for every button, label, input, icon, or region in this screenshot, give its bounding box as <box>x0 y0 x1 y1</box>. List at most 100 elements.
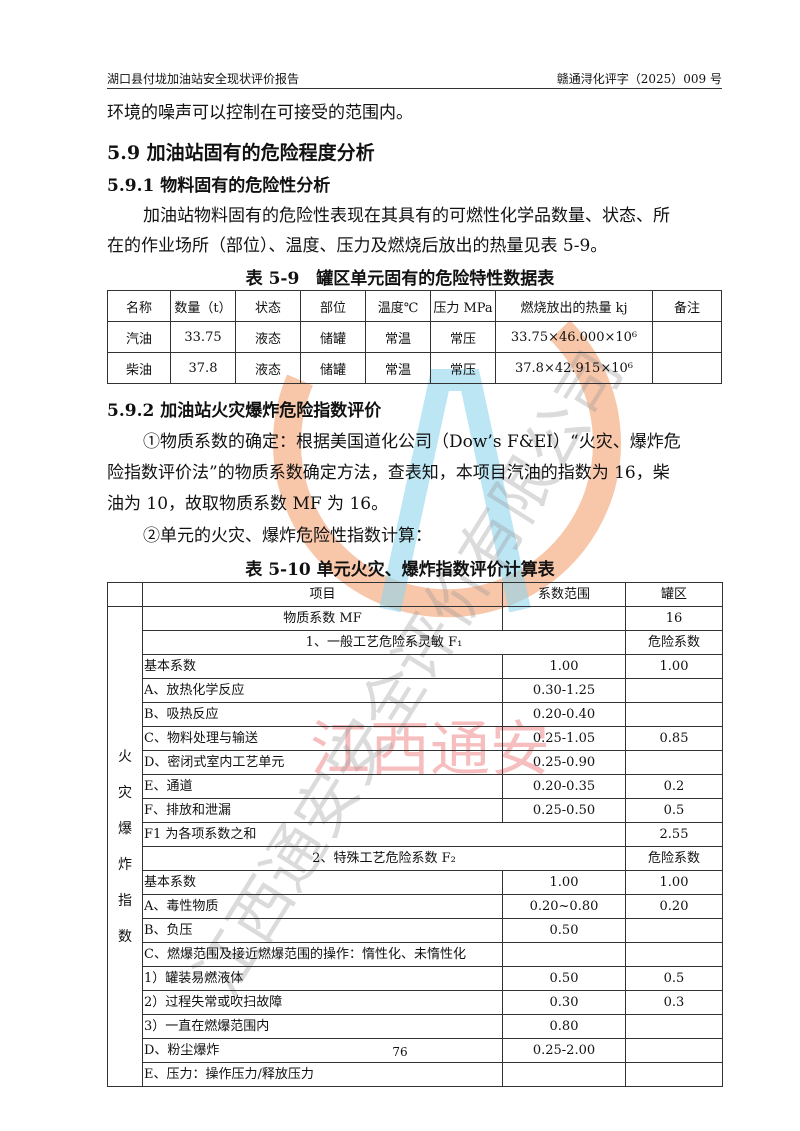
cell: 危险系数 <box>625 846 723 871</box>
table-row: B、吸热反应 0.20-0.40 <box>108 702 723 727</box>
section-heading-5-9-2: 5.9.2 加油站火灾爆炸危险指数评价 <box>107 401 382 421</box>
cell <box>625 678 723 703</box>
section-heading-5-9-1: 5.9.1 物料固有的危险性分析 <box>107 176 331 196</box>
cell: 33.75×46.000×10⁶ <box>495 321 653 353</box>
section-title: 1、一般工艺危险系灵敏 F₁ <box>142 630 626 655</box>
paragraph: 加油站物料固有的危险性表现在其具有的可燃性化学品数量、状态、所 <box>143 206 670 226</box>
cell: 0.20~0.80 <box>502 894 626 919</box>
table-row: A、放热化学反应 0.30-1.25 <box>108 678 723 703</box>
cell: 0.30-1.25 <box>502 678 626 703</box>
cell: 1.00 <box>502 654 626 679</box>
cell: 常压 <box>430 352 496 384</box>
paragraph: 环境的噪声可以控制在可接受的范围内。 <box>107 103 413 123</box>
cell: 0.5 <box>625 966 723 991</box>
cell: 物质系数 MF <box>142 606 503 631</box>
header-cell: 备注 <box>652 290 722 322</box>
cell: 0.50 <box>502 918 626 943</box>
cell: F1 为各项系数之和 <box>142 822 626 847</box>
cell: 1.00 <box>625 654 723 679</box>
table-row: 火灾爆炸指数物质系数 MF 16 <box>107 606 723 1087</box>
cell: D、密闭式室内工艺单元 <box>142 750 503 775</box>
table-row: D、密闭式室内工艺单元 0.25-0.90 <box>108 750 723 775</box>
table-5-9: 名称 数量（t） 状态 部位 温度℃ 压力 MPa 燃烧放出的热量 kj 备注 … <box>107 290 722 384</box>
cell: 液态 <box>235 321 301 353</box>
cell <box>625 942 723 967</box>
cell <box>502 1062 626 1087</box>
cell: B、吸热反应 <box>142 702 503 727</box>
table-row: F1 为各项系数之和 2.55 <box>108 822 723 847</box>
table-row: B、负压 0.50 <box>108 918 723 943</box>
table-row: C、燃爆范围及接近燃爆范围的操作：惰性化、未惰性化 <box>108 942 723 967</box>
cell: 33.75 <box>170 321 236 353</box>
table-caption: 表 5-9 罐区单元固有的危险特性数据表 <box>245 269 555 289</box>
header-cell: 燃烧放出的热量 kj <box>495 290 653 322</box>
cell: 柴油 <box>107 352 171 384</box>
header-cell: 数量（t） <box>170 290 236 322</box>
header-cell: 状态 <box>235 290 301 322</box>
cell: C、物料处理与输送 <box>142 726 503 751</box>
table-caption: 表 5-10 单元火灾、爆炸指数评价计算表 <box>245 560 555 580</box>
table-row: 1）罐装易燃液体 0.50 0.5 <box>108 966 723 991</box>
cell: 常压 <box>430 321 496 353</box>
cell <box>652 321 722 353</box>
cell <box>625 918 723 943</box>
cell <box>625 1038 723 1063</box>
cell <box>652 352 722 384</box>
cell: C、燃爆范围及接近燃爆范围的操作：惰性化、未惰性化 <box>142 942 503 967</box>
table-row: A、毒性物质 0.20~0.80 0.20 <box>108 894 723 919</box>
section-row: 2、特殊工艺危险系数 F₂ 危险系数 <box>108 846 723 871</box>
cell: B、负压 <box>142 918 503 943</box>
table-row: F、排放和泄漏 0.25-0.50 0.5 <box>108 798 723 823</box>
cell: 0.50 <box>502 966 626 991</box>
header-doc-number: 赣通浔化评字（2025）009 号 <box>556 72 722 86</box>
cell: 1.00 <box>502 870 626 895</box>
cell: 0.25-0.50 <box>502 798 626 823</box>
table-row: 基本系数 1.00 1.00 <box>108 870 723 895</box>
table-row: D、粉尘爆炸 0.25-2.00 <box>108 1038 723 1063</box>
table-row: E、通道 0.20-0.35 0.2 <box>108 774 723 799</box>
paragraph: 险指数评价法”的物质系数确定方法，查表知，本项目汽油的指数为 16，柴 <box>107 463 670 483</box>
cell: F、排放和泄漏 <box>142 798 503 823</box>
side-label: 火灾爆炸指数 <box>107 606 143 1087</box>
header-cell: 部位 <box>300 290 366 322</box>
paragraph: ①物质系数的确定：根据美国道化公司（Dow’s F&EI）“火灾、爆炸危 <box>143 432 681 452</box>
cell <box>502 942 626 967</box>
cell: 储罐 <box>300 352 366 384</box>
cell: 37.8 <box>170 352 236 384</box>
header-cell: 温度℃ <box>365 290 431 322</box>
paragraph: 油为 10，故取物质系数 MF 为 16。 <box>107 494 389 514</box>
cell: 16 <box>625 606 723 631</box>
cell: 0.30 <box>502 990 626 1015</box>
page-header: 湖口县付垅加油站安全现状评价报告 赣通浔化评字（2025）009 号 <box>107 68 722 89</box>
cell <box>625 702 723 727</box>
table-5-10: 项目 系数范围 罐区火灾爆炸指数物质系数 MF 16 1、一般工艺危险系灵敏 F₁ 危险系… <box>107 582 723 1087</box>
table-row: E、压力：操作压力/释放压力 <box>108 1062 723 1087</box>
cell: 基本系数 <box>142 870 503 895</box>
cell: E、通道 <box>142 774 503 799</box>
page-number: 76 <box>392 1045 408 1059</box>
table-row: 柴油 37.8 液态 储罐 常温 常压 37.8×42.915×10⁶ <box>107 352 722 384</box>
cell: D、粉尘爆炸 <box>142 1038 503 1063</box>
cell: 1.00 <box>625 870 723 895</box>
header-title: 湖口县付垅加油站安全现状评价报告 <box>107 72 300 86</box>
cell: 0.25-1.05 <box>502 726 626 751</box>
empty-cell <box>107 582 143 607</box>
paragraph: ②单元的火灾、爆炸危险性指数计算： <box>143 526 432 546</box>
cell: 常温 <box>365 352 431 384</box>
section-title: 2、特殊工艺危险系数 F₂ <box>142 846 626 871</box>
cell: A、放热化学反应 <box>142 678 503 703</box>
paragraph: 在的作业场所（部位）、温度、压力及燃烧后放出的热量见表 5-9。 <box>107 236 608 256</box>
cell: 基本系数 <box>142 654 503 679</box>
cell: 3）一直在燃爆范围内 <box>142 1014 503 1039</box>
cell: 储罐 <box>300 321 366 353</box>
table-row: 2）过程失常或吹扫故障 0.30 0.3 <box>108 990 723 1015</box>
table-row: 3）一直在燃爆范围内 0.80 <box>108 1014 723 1039</box>
cell: 1）罐装易燃液体 <box>142 966 503 991</box>
cell: 0.20 <box>625 894 723 919</box>
cell: 0.2 <box>625 774 723 799</box>
header-cell: 系数范围 <box>502 582 626 607</box>
cell: 0.5 <box>625 798 723 823</box>
empty-cell <box>502 606 626 631</box>
cell: 危险系数 <box>625 630 723 655</box>
header-cell: 项目 <box>142 582 503 607</box>
